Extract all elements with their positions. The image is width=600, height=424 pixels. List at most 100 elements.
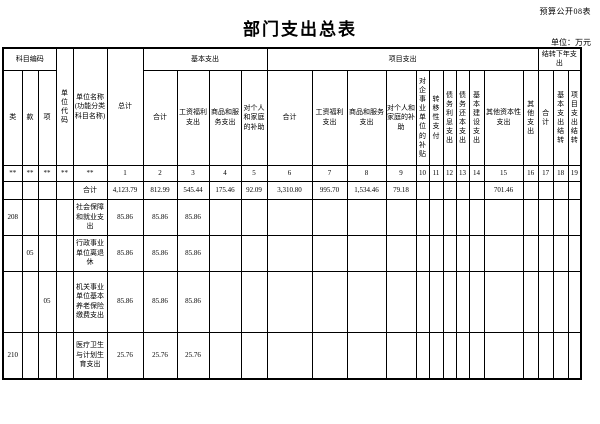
cell-value-col-14 xyxy=(468,198,485,236)
cell-value-col-19 xyxy=(567,234,582,272)
cell-value-col-2: 85.86 xyxy=(142,270,178,333)
header-group-row: 科目编码 单位代码 单位名称(功能分类科目名称) 总计 基本支出 项目支出 结转… xyxy=(2,47,582,166)
cell-unit-name: 行政事业单位离退休 xyxy=(72,234,108,272)
cell-item xyxy=(37,234,57,272)
cell-value-col-13 xyxy=(455,331,470,380)
cell-value-col-5 xyxy=(240,198,268,236)
cell-value-col-10 xyxy=(415,198,430,236)
index-cell-star: ** xyxy=(55,164,74,182)
cell-value-col-11 xyxy=(428,270,444,333)
cell-value-col-12 xyxy=(442,331,457,380)
cell-value-col-15 xyxy=(483,270,524,333)
cell-value-col-8 xyxy=(346,270,387,333)
cell-value-col-9 xyxy=(385,331,417,380)
cell-section: 05 xyxy=(21,234,39,272)
carryover-total-col-header: 合计 xyxy=(537,69,554,166)
cell-value-col-4 xyxy=(208,331,242,380)
doc-number-label: 预算公开08表 xyxy=(539,7,591,16)
cell-section xyxy=(21,331,39,380)
cell-value-col-13 xyxy=(455,270,470,333)
enterprise-subsidy-col-label: 对企事业单位的补贴 xyxy=(419,76,427,158)
cell-value-col-11 xyxy=(428,331,444,380)
class-col-header: 类 xyxy=(2,69,23,166)
cell-value-col-12 xyxy=(442,198,457,236)
transfer-payment-col-label: 转移性支付 xyxy=(432,95,440,140)
cell-value-col-6 xyxy=(266,331,313,380)
cell-unit-code xyxy=(55,198,74,236)
cell-value-col-12 xyxy=(442,270,457,333)
cell-value-col-15 xyxy=(483,198,524,236)
cell-value-col-19 xyxy=(567,270,582,333)
index-cell-9: 9 xyxy=(385,164,417,182)
index-cell-6: 6 xyxy=(266,164,313,182)
cell-value-col-17 xyxy=(537,198,554,236)
cell-value-col-4 xyxy=(208,234,242,272)
cell-value-col-8 xyxy=(346,198,387,236)
cell-unit-code xyxy=(55,180,74,200)
cell-value-col-18 xyxy=(552,234,569,272)
cell-value-col-18 xyxy=(552,331,569,380)
debt-interest-col-header: 债务利息支出 xyxy=(442,69,457,166)
cell-value-col-3: 25.76 xyxy=(176,331,210,380)
cell-value-col-7 xyxy=(311,234,348,272)
cell-value-col-3: 85.86 xyxy=(176,234,210,272)
cell-value-col-2: 85.86 xyxy=(142,198,178,236)
cell-value-col-19 xyxy=(567,331,582,380)
cell-value-col-1: 85.86 xyxy=(106,234,144,272)
cell-value-col-11 xyxy=(428,198,444,236)
cell-value-col-19 xyxy=(567,198,582,236)
basic-expenditure-group-header: 基本支出 xyxy=(142,47,268,71)
table-row: 合计 4,123.79 812.99 545.44 175.46 92.09 3,310.8… xyxy=(2,180,582,200)
page-title: 部门支出总表 xyxy=(243,20,357,39)
cell-unit-name: 医疗卫生与计划生育支出 xyxy=(72,331,108,380)
cell-value-col-2: 812.99 xyxy=(142,180,178,200)
expenditure-table: 科目编码 单位代码 单位名称(功能分类科目名称) 总计 基本支出 项目支出 结转… xyxy=(2,47,583,381)
cell-value-col-6 xyxy=(266,198,313,236)
index-cell-13: 13 xyxy=(455,164,470,182)
cell-value-col-9 xyxy=(385,234,417,272)
cell-value-col-13 xyxy=(455,180,470,200)
cell-value-col-8: 1,534.46 xyxy=(346,180,387,200)
cell-value-col-13 xyxy=(455,198,470,236)
cell-value-col-10 xyxy=(415,180,430,200)
cell-value-col-7 xyxy=(311,270,348,333)
index-cell-15: 15 xyxy=(483,164,524,182)
cell-value-col-9: 79.18 xyxy=(385,180,417,200)
cell-class: 210 xyxy=(2,331,23,380)
index-cell-19: 19 xyxy=(567,164,582,182)
carryover-total-col-label: 合计 xyxy=(542,108,550,126)
cell-value-col-8 xyxy=(346,331,387,380)
cell-value-col-5 xyxy=(240,331,268,380)
basic-individuals-col-header: 对个人和家庭的补助 xyxy=(240,69,268,166)
other-capital-col-header: 其他资本性支出 xyxy=(483,69,524,166)
table-row: 05 机关事业单位基本养老保险缴费支出 85.86 85.86 85.86 xyxy=(2,270,582,333)
cell-value-col-11 xyxy=(428,234,444,272)
column-index-row: ** ** ** ** ** 1 2 3 4 5 6 7 8 9 10 11 12 13 14 15 16 17 18 19 xyxy=(2,164,582,182)
cell-section xyxy=(21,180,39,200)
subject-code-header: 科目编码 xyxy=(2,47,57,71)
cell-value-col-3: 85.86 xyxy=(176,270,210,333)
cell-value-col-14 xyxy=(468,331,485,380)
cell-value-col-4 xyxy=(208,198,242,236)
cell-value-col-9 xyxy=(385,198,417,236)
basic-total-col-header: 合计 xyxy=(142,69,178,166)
cell-value-col-16 xyxy=(522,270,539,333)
cell-unit-name: 合计 xyxy=(72,180,108,200)
carryover-project-col-header: 项目支出结转 xyxy=(567,69,582,166)
cell-value-col-6 xyxy=(266,234,313,272)
index-cell-17: 17 xyxy=(537,164,554,182)
cell-value-col-6: 3,310.80 xyxy=(266,180,313,200)
cell-unit-name: 社会保障和就业支出 xyxy=(72,198,108,236)
carryover-project-col-label: 项目支出结转 xyxy=(570,90,578,145)
cell-value-col-4: 175.46 xyxy=(208,180,242,200)
cell-value-col-7 xyxy=(311,331,348,380)
cell-item: 05 xyxy=(37,270,57,333)
index-cell-10: 10 xyxy=(415,164,430,182)
cell-value-col-17 xyxy=(537,234,554,272)
index-cell-2: 2 xyxy=(142,164,178,182)
cell-value-col-18 xyxy=(552,180,569,200)
cell-value-col-2: 25.76 xyxy=(142,331,178,380)
unit-code-col-label: 单位代码 xyxy=(61,88,69,125)
cell-value-col-10 xyxy=(415,234,430,272)
cell-value-col-14 xyxy=(468,234,485,272)
